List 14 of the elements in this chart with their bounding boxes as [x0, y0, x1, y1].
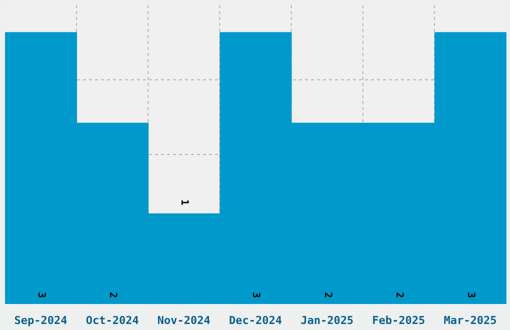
data-label: 3: [464, 292, 476, 298]
data-label: 3: [36, 292, 46, 298]
x-tick-label: Jan-2025: [300, 314, 354, 327]
data-label: 3: [250, 292, 262, 298]
x-tick-label: Mar-2025: [444, 314, 497, 327]
x-tick-label: Dec-2024: [229, 314, 282, 327]
x-tick-label: Oct-2024: [86, 314, 140, 327]
data-label: 2: [393, 292, 404, 298]
data-label: 2: [107, 292, 118, 298]
x-tick-label: Feb-2025: [372, 314, 426, 327]
data-label: 1: [178, 199, 190, 206]
x-tick-label: Sep-2024: [14, 314, 68, 327]
x-tick-label: Nov-2024: [157, 314, 211, 327]
data-label: 2: [322, 292, 333, 298]
